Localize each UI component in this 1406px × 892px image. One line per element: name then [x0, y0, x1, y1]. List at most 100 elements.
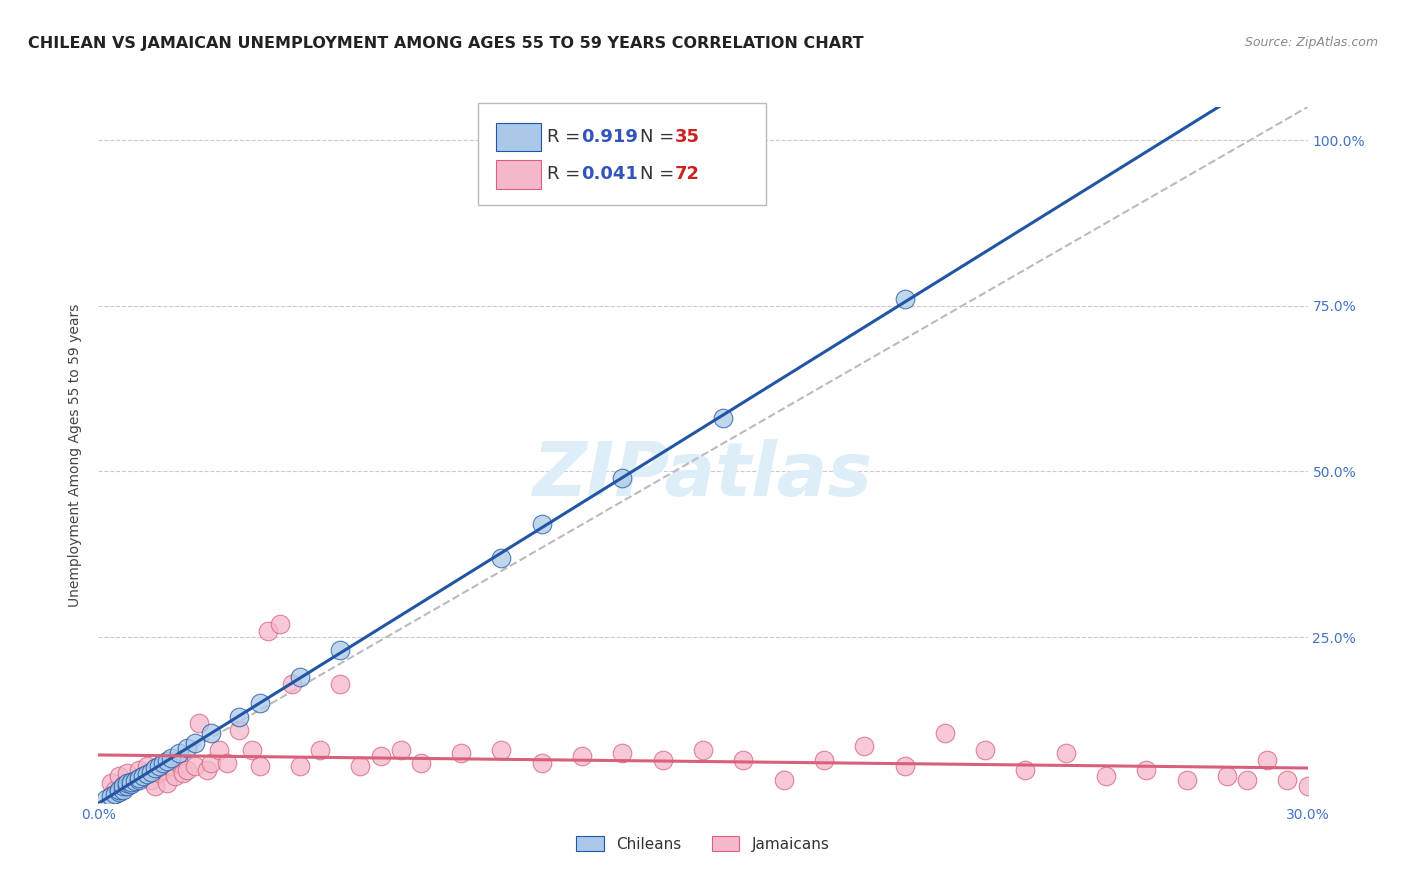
Text: R =: R = [547, 128, 586, 146]
Point [139, 764, 162, 779]
Point [184, 736, 207, 750]
Point [152, 756, 174, 770]
Point [530, 756, 553, 770]
Point [100, 776, 122, 790]
Point [893, 759, 915, 773]
Y-axis label: Unemployment Among Ages 55 to 59 years: Unemployment Among Ages 55 to 59 years [69, 303, 83, 607]
Point [491, 550, 513, 565]
Point [120, 776, 142, 790]
Point [132, 769, 155, 783]
Point [120, 774, 142, 789]
Point [96, 792, 118, 806]
Point [107, 784, 129, 798]
Point [389, 743, 412, 757]
Point [111, 779, 134, 793]
Point [115, 779, 138, 793]
Point [249, 759, 271, 773]
Point [115, 776, 138, 790]
Point [409, 756, 432, 770]
Point [128, 771, 150, 785]
Point [124, 773, 146, 788]
Point [571, 749, 593, 764]
Point [156, 754, 179, 768]
Point [103, 787, 125, 801]
Point [733, 753, 755, 767]
Text: 35: 35 [675, 128, 700, 146]
Point [249, 697, 271, 711]
Text: ZIPatlas: ZIPatlas [533, 439, 873, 512]
Point [167, 746, 190, 760]
Point [217, 756, 239, 770]
Text: R =: R = [547, 166, 586, 184]
Point [711, 411, 734, 425]
Legend: Chileans, Jamaicans: Chileans, Jamaicans [571, 830, 835, 858]
Point [240, 743, 263, 757]
Point [184, 759, 207, 773]
Point [329, 643, 352, 657]
Point [143, 779, 166, 793]
Point [772, 772, 794, 787]
Point [128, 772, 150, 787]
Point [188, 716, 211, 731]
Point [1095, 769, 1118, 783]
Point [100, 789, 122, 804]
Point [176, 763, 198, 777]
Point [1135, 763, 1157, 777]
Point [1316, 753, 1339, 767]
Point [176, 741, 198, 756]
Point [107, 769, 129, 783]
Point [329, 676, 352, 690]
Point [135, 767, 157, 781]
Point [1216, 769, 1239, 783]
Point [370, 749, 392, 764]
Point [111, 782, 134, 797]
Point [139, 772, 162, 787]
Point [1014, 763, 1036, 777]
Point [163, 769, 186, 783]
Point [148, 766, 170, 780]
Point [853, 739, 876, 754]
Point [288, 759, 311, 773]
Text: 0.041: 0.041 [581, 166, 637, 184]
Point [124, 772, 146, 787]
Point [172, 766, 194, 780]
Point [128, 763, 150, 777]
Point [143, 761, 166, 775]
Text: 72: 72 [675, 166, 700, 184]
Point [152, 763, 174, 777]
Point [450, 746, 472, 760]
Text: Source: ZipAtlas.com: Source: ZipAtlas.com [1244, 36, 1378, 49]
Point [269, 616, 291, 631]
Point [692, 743, 714, 757]
Point [107, 782, 129, 797]
Point [228, 723, 250, 737]
Text: N =: N = [640, 128, 679, 146]
Point [228, 709, 250, 723]
Point [288, 670, 311, 684]
Point [974, 743, 997, 757]
Text: 0.919: 0.919 [581, 128, 637, 146]
Point [813, 753, 835, 767]
Point [256, 624, 278, 638]
Point [208, 743, 231, 757]
Point [612, 471, 634, 485]
Point [111, 779, 134, 793]
Point [1175, 772, 1198, 787]
Point [160, 750, 183, 764]
Text: N =: N = [640, 166, 679, 184]
Point [530, 517, 553, 532]
Point [103, 782, 125, 797]
Point [1398, 784, 1406, 798]
Point [1277, 772, 1299, 787]
Point [132, 769, 155, 783]
Point [893, 292, 915, 306]
Point [1376, 772, 1399, 787]
Point [1357, 746, 1379, 760]
Point [200, 726, 222, 740]
Point [281, 676, 304, 690]
Point [612, 746, 634, 760]
Point [934, 726, 956, 740]
Point [156, 776, 179, 790]
Point [160, 759, 183, 773]
Point [148, 759, 170, 773]
